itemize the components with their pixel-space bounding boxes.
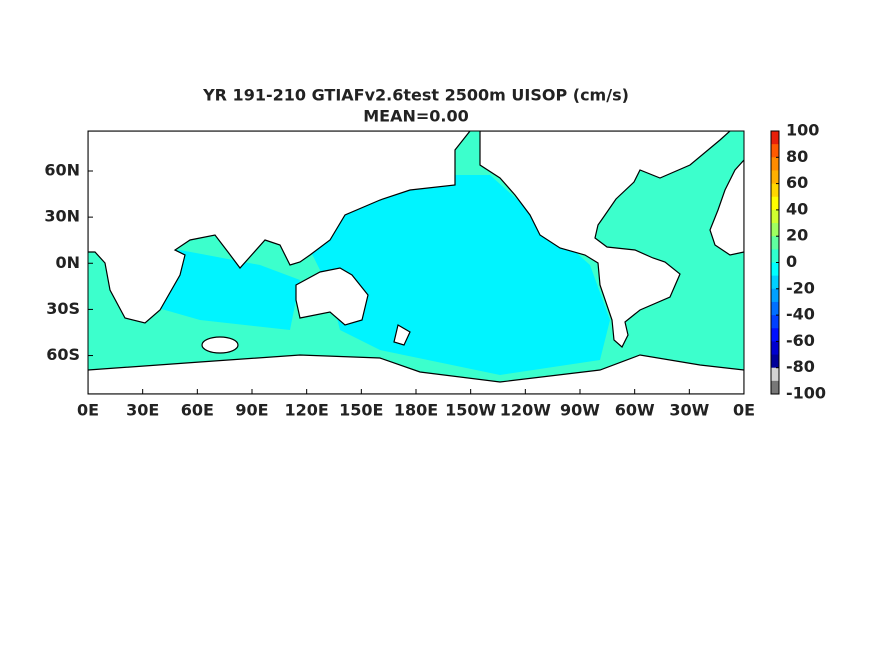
colorbar-swatch (771, 183, 779, 198)
colorbar-swatch (771, 144, 779, 158)
colorbar-swatch (771, 170, 779, 185)
americas (479, 131, 731, 348)
x-tick-label: 90E (235, 401, 268, 420)
x-tick-label: 0E (77, 401, 99, 420)
colorbar-swatch (771, 223, 779, 237)
x-tick-label: 60E (181, 401, 214, 420)
west-africa-europe (709, 159, 744, 256)
colorbar-swatch (771, 249, 779, 263)
missing-data (201, 336, 239, 354)
x-tick-label: 180E (394, 401, 438, 420)
x-tick-label: 90W (560, 401, 600, 420)
colorbar-swatch (771, 275, 779, 290)
y-tick-label: 60S (46, 345, 80, 364)
colorbar-swatch (771, 367, 779, 382)
colorbar-tick-label: -100 (786, 384, 826, 403)
x-tick-label: 120E (285, 401, 329, 420)
colorbar-tick-label: 80 (786, 147, 808, 166)
x-tick-label: 30W (669, 401, 709, 420)
colorbar-tick-label: -80 (786, 357, 815, 376)
colorbar-swatch (771, 236, 779, 250)
colorbar-tick-label: 100 (786, 121, 819, 140)
y-tick-label: 60N (44, 160, 80, 179)
colorbar-swatch (771, 328, 779, 342)
colorbar-swatch (771, 131, 779, 145)
colorbar-swatch (771, 262, 779, 277)
colorbar-swatch (771, 209, 779, 224)
x-tick-label: 150W (445, 401, 496, 420)
colorbar-swatch (771, 341, 779, 356)
colorbar-swatch (771, 301, 779, 316)
map-subtitle: MEAN=0.00 (363, 107, 469, 126)
map-area (88, 131, 744, 394)
colorbar-tick-label: 20 (786, 226, 808, 245)
colorbar-swatch (771, 315, 779, 329)
colorbar-tick-label: -60 (786, 331, 815, 350)
x-tick-label: 120W (500, 401, 551, 420)
x-tick-label: 150E (339, 401, 383, 420)
colorbar-tick-label: -20 (786, 278, 815, 297)
map-title: YR 191-210 GTIAFv2.6test 2500m UISOP (cm… (202, 86, 629, 105)
colorbar-tick-label: -40 (786, 305, 815, 324)
new-zealand (393, 324, 411, 346)
colorbar-tick-label: 0 (786, 252, 797, 271)
y-tick-label: 30N (44, 207, 80, 226)
eurasia-africa (88, 131, 471, 324)
colorbar-swatch (771, 196, 779, 211)
colorbar-swatch (771, 380, 779, 395)
x-tick-label: 0E (733, 401, 755, 420)
x-tick-label: 60W (615, 401, 655, 420)
colorbar-swatch (771, 288, 779, 303)
colorbar-tick-label: 40 (786, 199, 808, 218)
colorbar-swatch (771, 157, 779, 171)
colorbar-swatch (771, 354, 779, 369)
australia (295, 267, 369, 326)
y-tick-label: 0N (55, 253, 80, 272)
y-tick-label: 30S (46, 299, 80, 318)
antarctica (88, 354, 744, 394)
colorbar-tick-label: 60 (786, 173, 808, 192)
x-tick-label: 30E (126, 401, 159, 420)
